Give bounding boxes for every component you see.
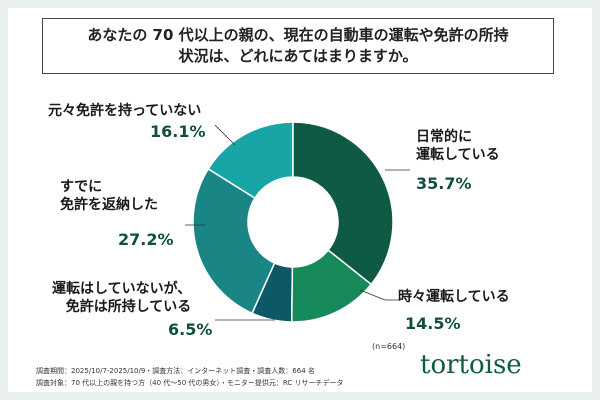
value-label: 14.5%: [405, 314, 461, 333]
category-label: 元々免許を持っていない: [48, 103, 202, 119]
value-label: 35.7%: [416, 174, 472, 193]
category-label: 日常的に 運転している: [416, 129, 500, 164]
brand-logo: tortoise: [420, 350, 522, 380]
chart-title: あなたの 70 代以上の親の、現在の自動車の運転や免許の所持状況は、どれにあては…: [42, 18, 554, 74]
value-label: 27.2%: [118, 230, 174, 249]
donut-slice: [292, 121, 394, 286]
leader-lines: [185, 124, 410, 321]
category-label: 運転はしていないが、 免許は所持している: [52, 281, 192, 316]
footnote: 調査対象：70 代以上の親を持つ方（40 代～50 代の男女）・モニター提供元：…: [36, 379, 344, 387]
leader-line: [359, 289, 400, 301]
value-label: 6.5%: [168, 320, 213, 339]
category-label: 時々運転している: [398, 289, 510, 305]
donut-slice: [290, 248, 373, 323]
value-label: 16.1%: [150, 122, 206, 141]
sample-note: (n=664): [372, 342, 406, 351]
donut-slice: [251, 262, 294, 323]
donut-slice: [192, 167, 276, 315]
leader-line: [214, 124, 236, 146]
footnote: 調査期間：2025/10/7-2025/10/9・調査方法：インターネット調査・…: [36, 367, 315, 375]
category-label: すでに 免許を返納した: [60, 179, 158, 214]
card: [8, 8, 592, 392]
